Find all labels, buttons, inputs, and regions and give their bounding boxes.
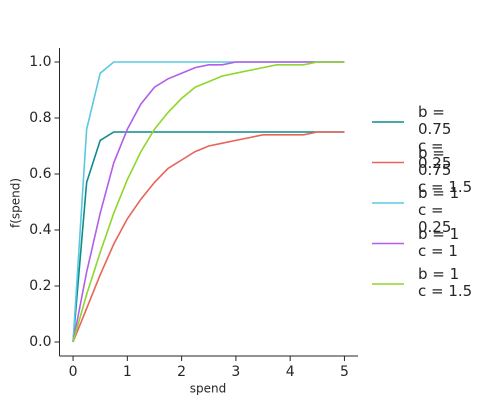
y-tick-label: 1.0 bbox=[29, 54, 51, 70]
legend-label: b = 1 c = 0.25 bbox=[418, 184, 460, 236]
x-tick-label: 4 bbox=[286, 364, 295, 380]
y-tick-label: 0.2 bbox=[29, 278, 51, 294]
line-series bbox=[72, 131, 345, 343]
x-tick-label: 2 bbox=[177, 364, 186, 380]
x-tick-label: 0 bbox=[69, 364, 78, 380]
line-series bbox=[72, 61, 345, 343]
y-tick-label: 0.6 bbox=[29, 166, 51, 182]
legend-label: b = 0.75 c = 0.25 bbox=[418, 103, 452, 172]
y-tick-label: 0.0 bbox=[29, 334, 51, 350]
y-tick-label: 0.4 bbox=[29, 222, 51, 238]
legend-label: b = 1 c = 1 bbox=[418, 224, 460, 260]
y-tick-label: 0.8 bbox=[29, 110, 51, 126]
x-tick-label: 5 bbox=[340, 364, 349, 380]
x-tick-label: 1 bbox=[123, 364, 132, 380]
line-series bbox=[72, 61, 345, 343]
legend-label: b = 0.75 c = 1.5 bbox=[418, 143, 473, 196]
y-axis-label: f(spend) bbox=[9, 178, 23, 228]
line-series bbox=[72, 131, 345, 343]
line-series bbox=[72, 61, 345, 343]
legend-label: b = 1 c = 1.5 bbox=[418, 265, 473, 300]
x-tick-label: 3 bbox=[231, 364, 240, 380]
x-axis-label: spend bbox=[190, 382, 226, 396]
